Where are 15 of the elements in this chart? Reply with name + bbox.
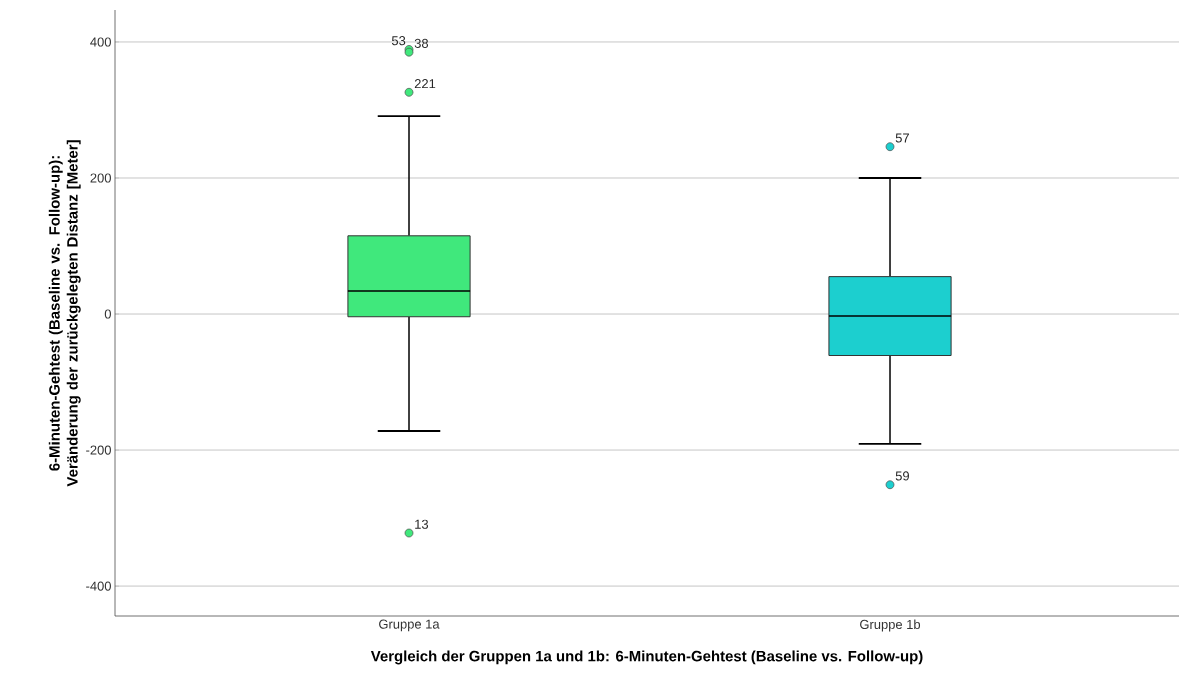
x-tick-label: Gruppe 1b <box>860 619 921 632</box>
y-tick-label: -200 <box>86 445 111 455</box>
annotation: 221 <box>414 79 436 89</box>
y-tick-label: -400 <box>86 581 111 591</box>
y-tick-label: 200 <box>90 173 111 183</box>
y-tick-label: 0 <box>104 309 111 319</box>
annotation: 13 <box>415 519 429 529</box>
annotation: 38 <box>414 38 429 48</box>
annotation: 57 <box>895 133 909 143</box>
annotation: 59 <box>895 471 909 481</box>
x-tick-label: Gruppe 1a <box>379 619 440 632</box>
annotation: 53 <box>391 36 406 46</box>
x-axis-title: Vergleich der Gruppen 1a und 1b: 6-Minuten-Gehtest (Baseline vs. Follow-up) <box>370 650 923 665</box>
y-axis-title: 6-Minuten-Gehtest (Baseline vs. Follow-up): Veränderung der zurückgelegten Distanz [Meter] <box>48 140 81 487</box>
y-tick-label: 400 <box>90 37 111 47</box>
